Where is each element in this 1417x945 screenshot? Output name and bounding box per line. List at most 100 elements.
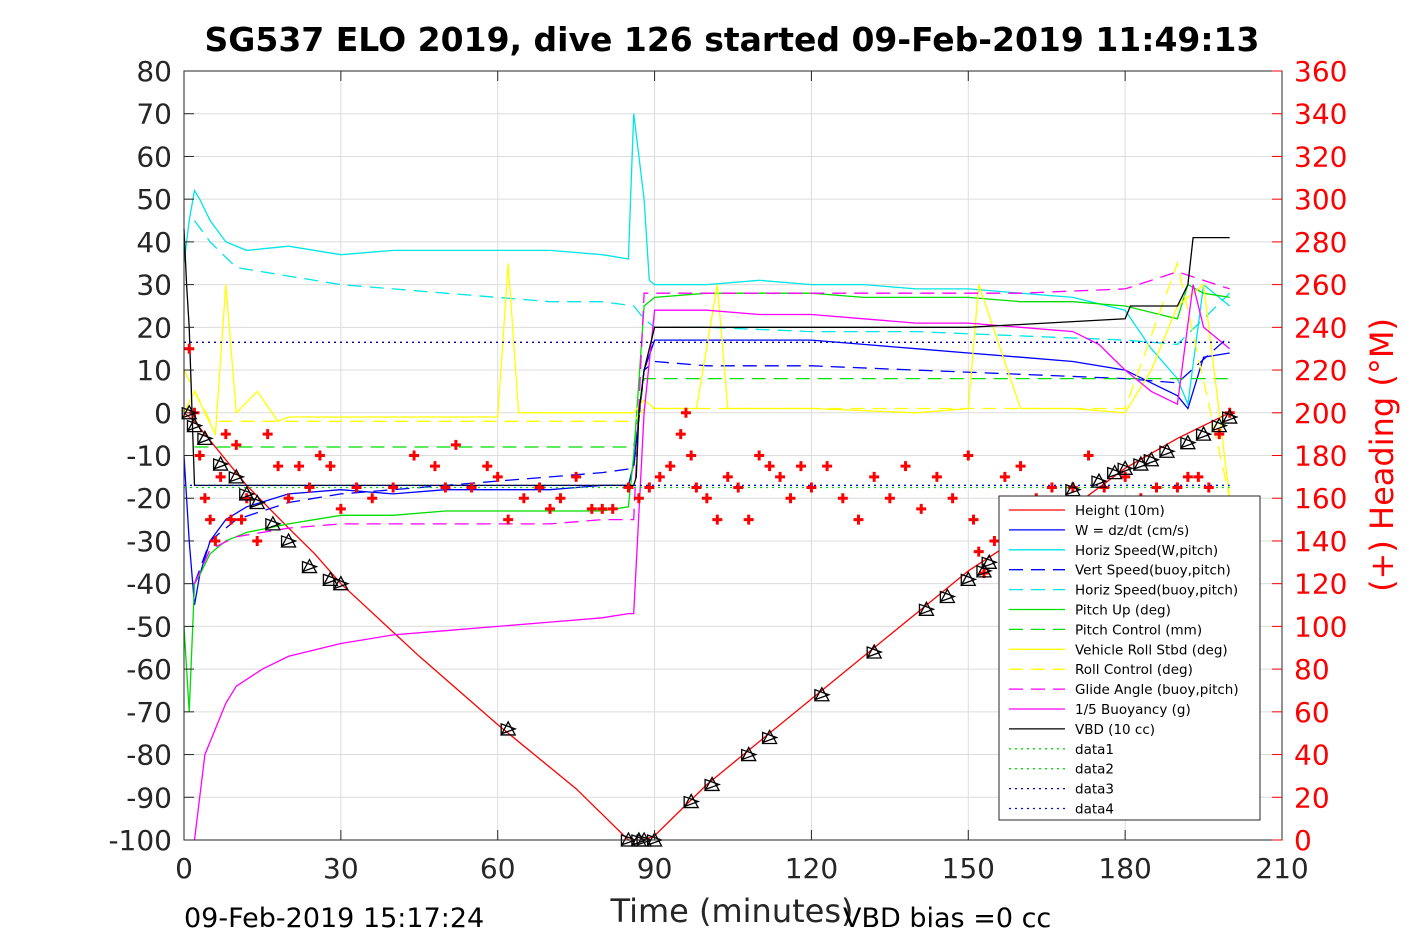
heading-point (916, 503, 927, 514)
heading-point (853, 514, 864, 525)
y-right-tick-label: 240 (1294, 311, 1347, 344)
legend-label: data4 (1075, 802, 1114, 818)
heading-point (931, 471, 942, 482)
y-tick-label: 20 (136, 311, 172, 344)
legend-label: Horiz Speed(W,pitch) (1075, 543, 1218, 559)
heading-point (184, 343, 195, 354)
heading-point (199, 493, 210, 504)
heading-point (675, 429, 686, 440)
dive-triangle-marker (1143, 451, 1161, 467)
y-tick-label: -50 (126, 610, 172, 643)
heading-point (822, 461, 833, 472)
dive-triangle-markers (181, 404, 1239, 847)
y-tick-label: -70 (126, 696, 172, 729)
heading-point (273, 461, 284, 472)
dive-triangle-marker (1179, 434, 1197, 450)
y-right-tick-label: 340 (1294, 98, 1347, 131)
x-tick-label: 150 (942, 852, 995, 885)
y-axis-right-ticks: 3603403203002802602402202001801601401201… (1272, 55, 1347, 857)
heading-point (686, 450, 697, 461)
y-right-tick-label: 360 (1294, 55, 1347, 88)
heading-point (226, 514, 237, 525)
heading-point (680, 407, 691, 418)
heading-point (252, 535, 263, 546)
legend-label: Pitch Up (deg) (1075, 603, 1171, 619)
heading-point (947, 493, 958, 504)
legend-label: W = dz/dt (cm/s) (1075, 523, 1189, 539)
heading-point (210, 535, 221, 546)
legend-label: Vehicle Roll Stbd (deg) (1075, 642, 1228, 658)
heading-point (806, 482, 817, 493)
heading-point (388, 482, 399, 493)
dive-triangle-marker (332, 575, 350, 591)
heading-point (633, 493, 644, 504)
heading-point (597, 503, 608, 514)
heading-point (1046, 482, 1057, 493)
y-right-tick-label: 20 (1294, 781, 1330, 814)
heading-point (236, 514, 247, 525)
y-right-tick-label: 200 (1294, 397, 1347, 430)
y-right-tick-label: 0 (1294, 824, 1312, 857)
legend-label: VBD (10 cc) (1075, 722, 1155, 738)
heading-point (1172, 482, 1183, 493)
heading-point (968, 514, 979, 525)
y-tick-label: 0 (154, 397, 172, 430)
y-right-tick-label: 80 (1294, 653, 1330, 686)
heading-point (409, 450, 420, 461)
heading-point (654, 471, 665, 482)
heading-point (555, 493, 566, 504)
dive-triangle-marker (761, 729, 779, 745)
dive-triangle-marker (196, 430, 214, 446)
heading-point (691, 482, 702, 493)
y-right-tick-label: 180 (1294, 440, 1347, 473)
heading-point (900, 461, 911, 472)
heading-point (754, 450, 765, 461)
legend-label: Vert Speed(buoy,pitch) (1075, 563, 1231, 579)
dive-triangle-marker (301, 558, 319, 574)
dive-triangle-marker (238, 485, 256, 501)
y-axis-right-label: (+) Heading (°M) (1363, 318, 1401, 592)
heading-point (775, 471, 786, 482)
heading-point (1151, 482, 1162, 493)
series-vbd-10-cc (183, 229, 1230, 487)
heading-point (712, 514, 723, 525)
x-axis-label: Time (minutes) (610, 892, 854, 930)
dive-triangle-marker (228, 468, 246, 484)
y-tick-label: -80 (126, 739, 172, 772)
heading-point (325, 461, 336, 472)
dive-triangle-marker (186, 417, 204, 433)
heading-point (733, 482, 744, 493)
heading-point (215, 471, 226, 482)
y-tick-label: -20 (126, 482, 172, 515)
y-right-tick-label: 120 (1294, 568, 1347, 601)
chart-title: SG537 ELO 2019, dive 126 started 09-Feb-… (205, 20, 1260, 59)
legend-label: Height (10m) (1075, 503, 1165, 519)
y-tick-label: -100 (108, 824, 172, 857)
heading-point (571, 471, 582, 482)
y-right-tick-label: 140 (1294, 525, 1347, 558)
x-tick-label: 210 (1255, 852, 1308, 885)
y-right-tick-label: 260 (1294, 269, 1347, 302)
dive-triangle-marker (1195, 425, 1213, 441)
heading-point (989, 535, 1000, 546)
heading-point (869, 471, 880, 482)
heading-point (466, 482, 477, 493)
dive-triangle-marker (939, 588, 957, 604)
dive-triangle-marker (249, 494, 267, 510)
y-right-tick-label: 300 (1294, 183, 1347, 216)
dive-triangle-marker (960, 571, 978, 587)
y-tick-label: 40 (136, 226, 172, 259)
series-glide-angle-buoy-pitch (193, 271, 1230, 584)
heading-point (963, 450, 974, 461)
y-tick-label: -30 (126, 525, 172, 558)
heading-point (440, 482, 451, 493)
legend-label: 1/5 Buoyancy (g) (1075, 702, 1191, 718)
legend-label: data1 (1075, 742, 1114, 758)
heading-point (665, 461, 676, 472)
y-tick-label: 30 (136, 269, 172, 302)
x-tick-label: 60 (480, 852, 516, 885)
legend-label: Horiz Speed(buoy,pitch) (1075, 583, 1238, 599)
y-tick-label: 70 (136, 98, 172, 131)
heading-point (1214, 429, 1225, 440)
series-1-5-buoyancy-g (193, 284, 1231, 841)
